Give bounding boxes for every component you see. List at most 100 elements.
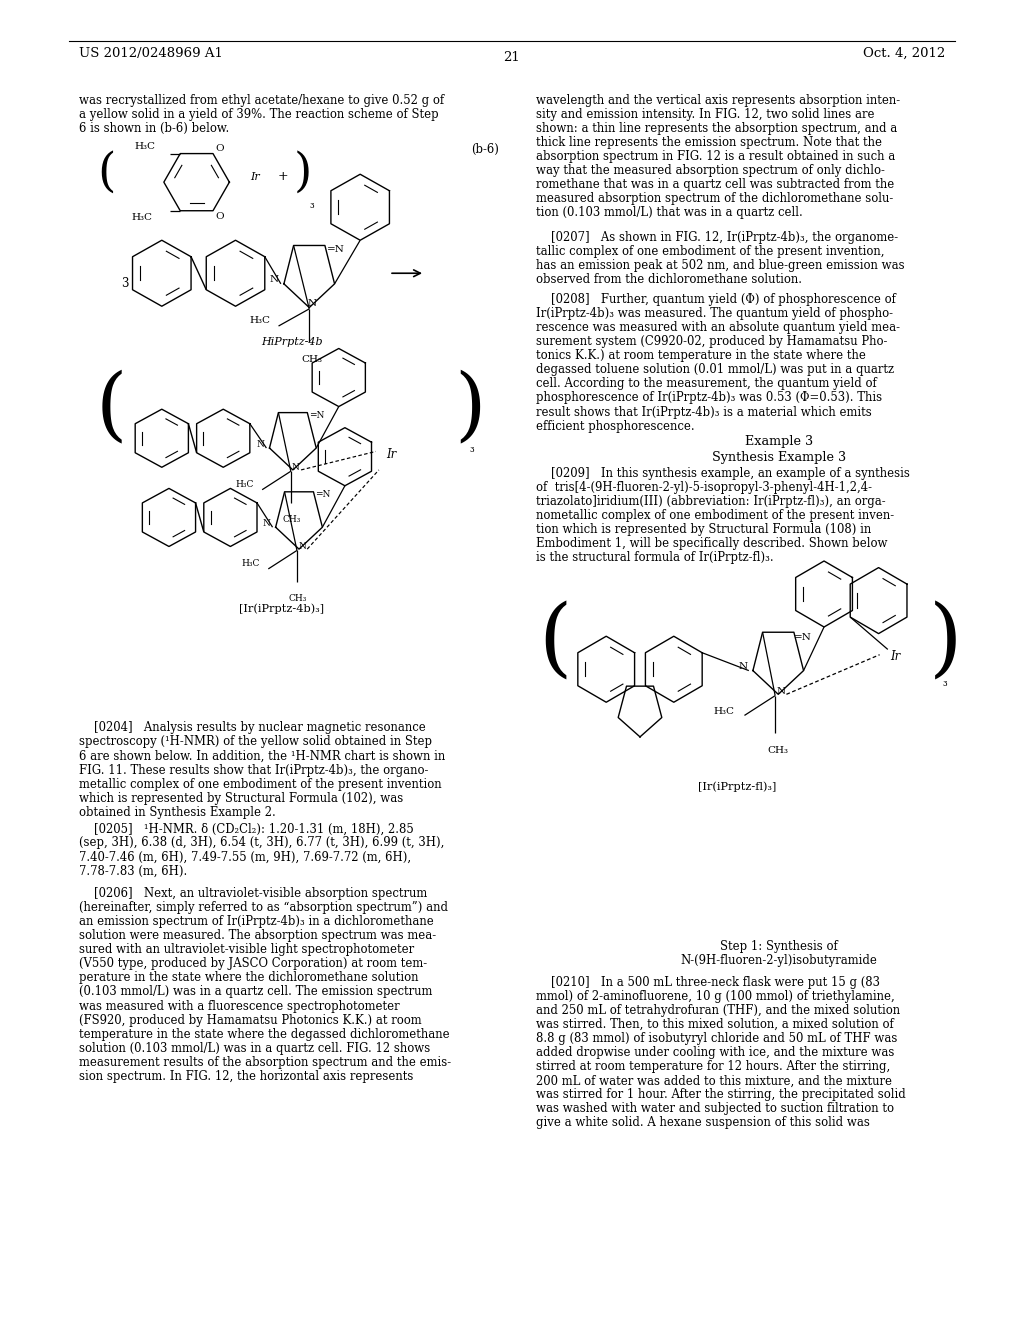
Text: =N: =N <box>315 490 331 499</box>
Text: HiPrptz-4b: HiPrptz-4b <box>261 337 323 347</box>
Text: and 250 mL of tetrahydrofuran (THF), and the mixed solution: and 250 mL of tetrahydrofuran (THF), and… <box>536 1005 900 1016</box>
Text: N-(9H-fluoren-2-yl)isobutyramide: N-(9H-fluoren-2-yl)isobutyramide <box>681 953 878 966</box>
Text: [Ir(iPrptz-fl)₃]: [Ir(iPrptz-fl)₃] <box>698 781 776 792</box>
Text: phosphorescence of Ir(iPrptz-4b)₃ was 0.53 (Φ=0.53). This: phosphorescence of Ir(iPrptz-4b)₃ was 0.… <box>536 392 882 404</box>
Text: is the structural formula of Ir(iPrptz-fl)₃.: is the structural formula of Ir(iPrptz-f… <box>536 552 773 565</box>
Text: ): ) <box>294 150 312 195</box>
Text: US 2012/0248969 A1: US 2012/0248969 A1 <box>79 46 223 59</box>
Text: H₃C: H₃C <box>242 560 260 568</box>
Text: ₃: ₃ <box>942 676 947 689</box>
Text: added dropwise under cooling with ice, and the mixture was: added dropwise under cooling with ice, a… <box>536 1047 894 1059</box>
Text: [0204]   Analysis results by nuclear magnetic resonance: [0204] Analysis results by nuclear magne… <box>79 721 426 734</box>
Text: was recrystallized from ethyl acetate/hexane to give 0.52 g of: was recrystallized from ethyl acetate/he… <box>79 94 444 107</box>
Text: 7.78-7.83 (m, 6H).: 7.78-7.83 (m, 6H). <box>79 865 187 878</box>
Text: ₃: ₃ <box>469 442 474 455</box>
Text: an emission spectrum of Ir(iPrptz-4b)₃ in a dichloromethane: an emission spectrum of Ir(iPrptz-4b)₃ i… <box>79 915 433 928</box>
Text: was measured with a fluorescence spectrophotometer: was measured with a fluorescence spectro… <box>79 999 399 1012</box>
Text: Oct. 4, 2012: Oct. 4, 2012 <box>863 46 945 59</box>
Text: absorption spectrum in FIG. 12 is a result obtained in such a: absorption spectrum in FIG. 12 is a resu… <box>536 150 895 162</box>
Text: stirred at room temperature for 12 hours. After the stirring,: stirred at room temperature for 12 hours… <box>536 1060 890 1073</box>
Text: O: O <box>215 144 223 153</box>
Text: cell. According to the measurement, the quantum yield of: cell. According to the measurement, the … <box>536 378 877 391</box>
Text: (0.103 mmol/L) was in a quartz cell. The emission spectrum: (0.103 mmol/L) was in a quartz cell. The… <box>79 986 432 998</box>
Text: mmol) of 2-aminofluorene, 10 g (100 mmol) of triethylamine,: mmol) of 2-aminofluorene, 10 g (100 mmol… <box>536 990 894 1003</box>
Text: CH₃: CH₃ <box>283 515 301 524</box>
Text: CH₃: CH₃ <box>301 355 323 364</box>
Text: shown: a thin line represents the absorption spectrum, and a: shown: a thin line represents the absorp… <box>536 121 897 135</box>
Text: 6 are shown below. In addition, the ¹H-NMR chart is shown in: 6 are shown below. In addition, the ¹H-N… <box>79 750 445 763</box>
Text: 7.40-7.46 (m, 6H), 7.49-7.55 (m, 9H), 7.69-7.72 (m, 6H),: 7.40-7.46 (m, 6H), 7.49-7.55 (m, 9H), 7.… <box>79 850 411 863</box>
Text: was stirred. Then, to this mixed solution, a mixed solution of: was stirred. Then, to this mixed solutio… <box>536 1018 893 1031</box>
Text: =N: =N <box>327 246 345 253</box>
Text: surement system (C9920-02, produced by Hamamatsu Pho-: surement system (C9920-02, produced by H… <box>536 335 887 348</box>
Text: [0210]   In a 500 mL three-neck flask were put 15 g (83: [0210] In a 500 mL three-neck flask were… <box>536 975 880 989</box>
Text: nometallic complex of one embodiment of the present inven-: nometallic complex of one embodiment of … <box>536 510 894 523</box>
Text: [0208]   Further, quantum yield (Φ) of phosphorescence of: [0208] Further, quantum yield (Φ) of pho… <box>536 293 895 306</box>
Text: N: N <box>738 663 748 671</box>
Text: 3: 3 <box>121 277 128 290</box>
Text: tallic complex of one embodiment of the present invention,: tallic complex of one embodiment of the … <box>536 244 884 257</box>
Text: (FS920, produced by Hamamatsu Photonics K.K.) at room: (FS920, produced by Hamamatsu Photonics … <box>79 1014 422 1027</box>
Text: 200 mL of water was added to this mixture, and the mixture: 200 mL of water was added to this mixtur… <box>536 1074 892 1088</box>
Text: ): ) <box>929 601 963 684</box>
Text: N: N <box>292 463 300 471</box>
Text: N: N <box>262 519 270 528</box>
Text: tion which is represented by Structural Formula (108) in: tion which is represented by Structural … <box>536 523 870 536</box>
Text: sured with an ultraviolet-visible light spectrophotometer: sured with an ultraviolet-visible light … <box>79 944 414 956</box>
Text: (hereinafter, simply referred to as “absorption spectrum”) and: (hereinafter, simply referred to as “abs… <box>79 902 447 913</box>
Text: ₃: ₃ <box>309 198 314 211</box>
Text: temperature in the state where the degassed dichloromethane: temperature in the state where the degas… <box>79 1027 450 1040</box>
Text: CH₃: CH₃ <box>767 746 788 755</box>
Text: solution were measured. The absorption spectrum was mea-: solution were measured. The absorption s… <box>79 929 436 942</box>
Text: ): ) <box>455 370 486 447</box>
Text: (: ( <box>97 150 116 195</box>
Text: N: N <box>269 276 279 284</box>
Text: was washed with water and subjected to suction filtration to: was washed with water and subjected to s… <box>536 1102 894 1115</box>
Text: triazolato]iridium(III) (abbreviation: Ir(iPrptz-fl)₃), an orga-: triazolato]iridium(III) (abbreviation: I… <box>536 495 885 508</box>
Text: [0209]   In this synthesis example, an example of a synthesis: [0209] In this synthesis example, an exa… <box>536 467 909 480</box>
Text: sity and emission intensity. In FIG. 12, two solid lines are: sity and emission intensity. In FIG. 12,… <box>536 108 874 120</box>
Text: (sep, 3H), 6.38 (d, 3H), 6.54 (t, 3H), 6.77 (t, 3H), 6.99 (t, 3H),: (sep, 3H), 6.38 (d, 3H), 6.54 (t, 3H), 6… <box>79 837 444 849</box>
Text: give a white solid. A hexane suspension of this solid was: give a white solid. A hexane suspension … <box>536 1117 869 1130</box>
Text: Step 1: Synthesis of: Step 1: Synthesis of <box>721 940 838 953</box>
Text: N: N <box>308 300 316 308</box>
Text: [0206]   Next, an ultraviolet-visible absorption spectrum: [0206] Next, an ultraviolet-visible abso… <box>79 887 427 900</box>
Text: (: ( <box>95 370 127 447</box>
Text: [Ir(iPrptz-4b)₃]: [Ir(iPrptz-4b)₃] <box>239 603 325 614</box>
Text: N: N <box>777 688 785 696</box>
Text: spectroscopy (¹H-NMR) of the yellow solid obtained in Step: spectroscopy (¹H-NMR) of the yellow soli… <box>79 735 432 748</box>
Text: 6 is shown in (b-6) below.: 6 is shown in (b-6) below. <box>79 121 229 135</box>
Text: way that the measured absorption spectrum of only dichlo-: way that the measured absorption spectru… <box>536 164 885 177</box>
Text: +: + <box>278 170 288 183</box>
Text: O: O <box>215 211 223 220</box>
Text: Ir(iPrptz-4b)₃ was measured. The quantum yield of phospho-: Ir(iPrptz-4b)₃ was measured. The quantum… <box>536 308 893 319</box>
Text: Ir: Ir <box>250 172 260 182</box>
Text: tion (0.103 mmol/L) that was in a quartz cell.: tion (0.103 mmol/L) that was in a quartz… <box>536 206 802 219</box>
Text: obtained in Synthesis Example 2.: obtained in Synthesis Example 2. <box>79 805 275 818</box>
Text: (: ( <box>539 601 572 684</box>
Text: solution (0.103 mmol/L) was in a quartz cell. FIG. 12 shows: solution (0.103 mmol/L) was in a quartz … <box>79 1041 430 1055</box>
Text: rescence was measured with an absolute quantum yield mea-: rescence was measured with an absolute q… <box>536 321 899 334</box>
Text: (b-6): (b-6) <box>471 143 499 156</box>
Text: H₃C: H₃C <box>131 213 153 222</box>
Text: CH₃: CH₃ <box>289 594 307 603</box>
Text: [0205]   ¹H-NMR. δ (CD₂Cl₂): 1.20-1.31 (m, 18H), 2.85: [0205] ¹H-NMR. δ (CD₂Cl₂): 1.20-1.31 (m,… <box>79 822 414 836</box>
Text: sion spectrum. In FIG. 12, the horizontal axis represents: sion spectrum. In FIG. 12, the horizonta… <box>79 1069 414 1082</box>
Text: Example 3: Example 3 <box>745 436 813 449</box>
Text: H₃C: H₃C <box>236 480 254 488</box>
Text: tonics K.K.) at room temperature in the state where the: tonics K.K.) at room temperature in the … <box>536 350 865 362</box>
Text: of  tris[4-(9H-fluoren-2-yl)-5-isopropyl-3-phenyl-4H-1,2,4-: of tris[4-(9H-fluoren-2-yl)-5-isopropyl-… <box>536 480 871 494</box>
Text: Embodiment 1, will be specifically described. Shown below: Embodiment 1, will be specifically descr… <box>536 537 887 550</box>
Text: FIG. 11. These results show that Ir(iPrptz-4b)₃, the organo-: FIG. 11. These results show that Ir(iPrp… <box>79 763 428 776</box>
Text: N: N <box>298 543 306 550</box>
Text: 21: 21 <box>504 50 520 63</box>
Text: thick line represents the emission spectrum. Note that the: thick line represents the emission spect… <box>536 136 882 149</box>
Text: observed from the dichloromethane solution.: observed from the dichloromethane soluti… <box>536 273 802 286</box>
Text: =N: =N <box>309 411 325 420</box>
Text: Synthesis Example 3: Synthesis Example 3 <box>713 450 846 463</box>
Text: degassed toluene solution (0.01 mmol/L) was put in a quartz: degassed toluene solution (0.01 mmol/L) … <box>536 363 894 376</box>
Text: metallic complex of one embodiment of the present invention: metallic complex of one embodiment of th… <box>79 777 441 791</box>
Text: (V550 type, produced by JASCO Corporation) at room tem-: (V550 type, produced by JASCO Corporatio… <box>79 957 427 970</box>
Text: has an emission peak at 502 nm, and blue-green emission was: has an emission peak at 502 nm, and blue… <box>536 259 904 272</box>
Text: was stirred for 1 hour. After the stirring, the precipitated solid: was stirred for 1 hour. After the stirri… <box>536 1088 905 1101</box>
